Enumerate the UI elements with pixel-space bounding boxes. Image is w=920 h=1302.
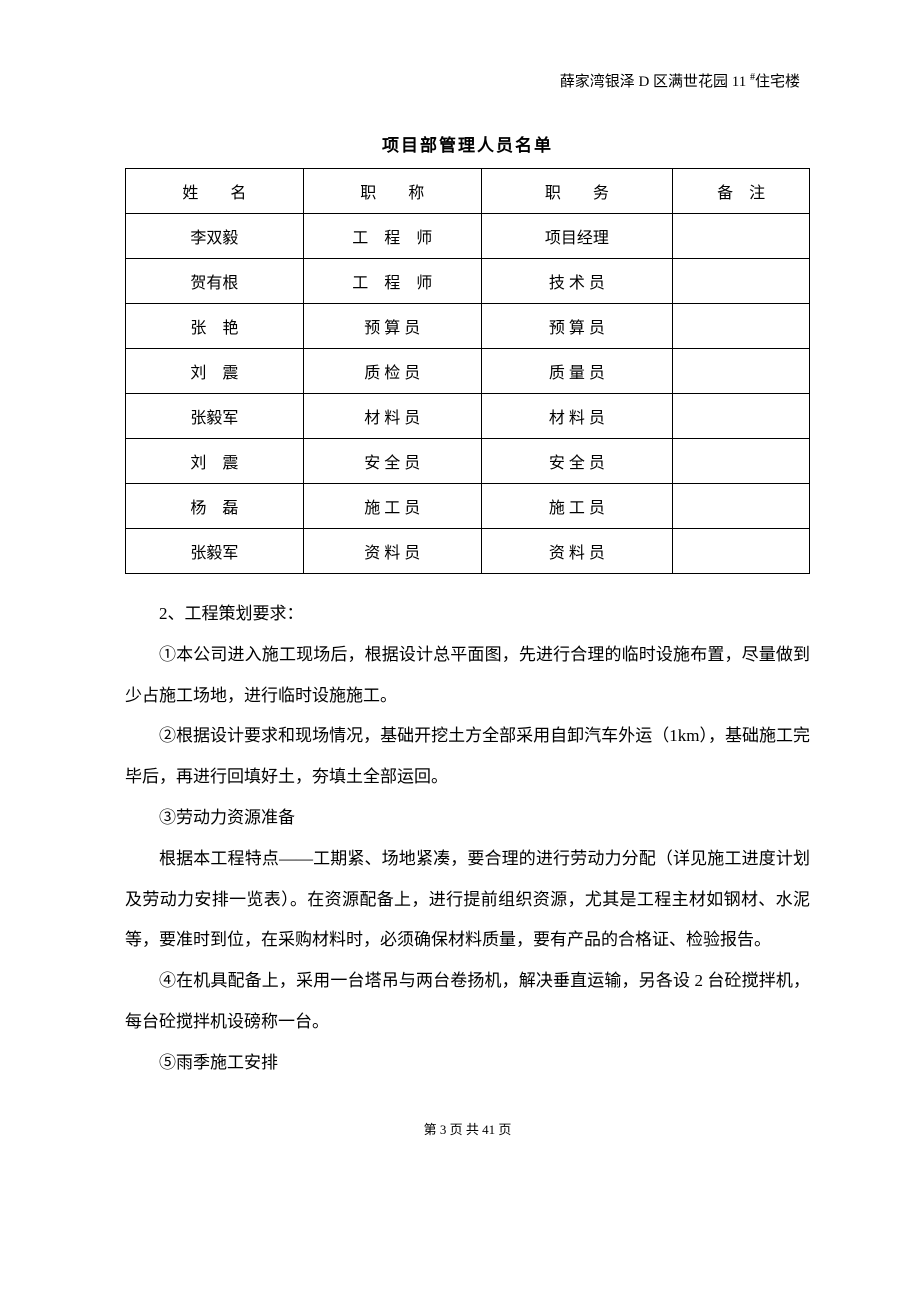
table-row: 张毅军资 料 员资 料 员 [126, 529, 810, 574]
cell-note [673, 484, 810, 529]
cell-position: 项目经理 [481, 214, 673, 259]
paragraph-2: ①本公司进入施工现场后，根据设计总平面图，先进行合理的临时设施布置，尽量做到少占… [125, 635, 810, 717]
cell-note [673, 529, 810, 574]
table-row: 张 艳预 算 员预 算 员 [126, 304, 810, 349]
cell-name: 刘 震 [126, 439, 304, 484]
cell-title: 预 算 员 [303, 304, 481, 349]
page-header: 薛家湾银泽 D 区满世花园 11 #住宅楼 [125, 70, 810, 91]
header-text-after: 住宅楼 [755, 74, 800, 90]
header-name: 姓 名 [126, 169, 304, 214]
cell-note [673, 394, 810, 439]
cell-name: 杨 磊 [126, 484, 304, 529]
cell-name: 张 艳 [126, 304, 304, 349]
cell-title: 质 检 员 [303, 349, 481, 394]
cell-position: 预 算 员 [481, 304, 673, 349]
cell-note [673, 304, 810, 349]
cell-note [673, 349, 810, 394]
cell-name: 贺有根 [126, 259, 304, 304]
cell-title: 资 料 员 [303, 529, 481, 574]
cell-title: 材 料 员 [303, 394, 481, 439]
table-header-row: 姓 名 职 称 职 务 备 注 [126, 169, 810, 214]
paragraph-7: ⑤雨季施工安排 [125, 1043, 810, 1084]
personnel-table: 姓 名 职 称 职 务 备 注 李双毅工 程 师项目经理贺有根工 程 师技 术 … [125, 168, 810, 574]
cell-note [673, 259, 810, 304]
table-row: 张毅军材 料 员材 料 员 [126, 394, 810, 439]
cell-name: 张毅军 [126, 394, 304, 439]
cell-title: 工 程 师 [303, 214, 481, 259]
table-row: 杨 磊施 工 员施 工 员 [126, 484, 810, 529]
cell-name: 刘 震 [126, 349, 304, 394]
cell-title: 施 工 员 [303, 484, 481, 529]
table-row: 刘 震质 检 员质 量 员 [126, 349, 810, 394]
table-title: 项目部管理人员名单 [125, 131, 810, 156]
header-text-before: 薛家湾银泽 D 区满世花园 11 [560, 74, 750, 90]
cell-name: 李双毅 [126, 214, 304, 259]
paragraph-6: ④在机具配备上，采用一台塔吊与两台卷扬机，解决垂直运输，另各设 2 台砼搅拌机，… [125, 961, 810, 1043]
paragraph-1: 2、工程策划要求： [125, 594, 810, 635]
header-title: 职 称 [303, 169, 481, 214]
body-content: 2、工程策划要求： ①本公司进入施工现场后，根据设计总平面图，先进行合理的临时设… [125, 594, 810, 1084]
cell-position: 材 料 员 [481, 394, 673, 439]
cell-position: 资 料 员 [481, 529, 673, 574]
table-row: 李双毅工 程 师项目经理 [126, 214, 810, 259]
table-row: 贺有根工 程 师技 术 员 [126, 259, 810, 304]
page-footer: 第 3 页 共 41 页 [125, 1119, 810, 1138]
cell-position: 技 术 员 [481, 259, 673, 304]
cell-position: 施 工 员 [481, 484, 673, 529]
cell-position: 质 量 员 [481, 349, 673, 394]
cell-title: 工 程 师 [303, 259, 481, 304]
cell-note [673, 214, 810, 259]
header-position: 职 务 [481, 169, 673, 214]
cell-title: 安 全 员 [303, 439, 481, 484]
header-note: 备 注 [673, 169, 810, 214]
paragraph-3: ②根据设计要求和现场情况，基础开挖土方全部采用自卸汽车外运（1km），基础施工完… [125, 716, 810, 798]
table-row: 刘 震安 全 员安 全 员 [126, 439, 810, 484]
cell-note [673, 439, 810, 484]
cell-position: 安 全 员 [481, 439, 673, 484]
paragraph-4: ③劳动力资源准备 [125, 798, 810, 839]
cell-name: 张毅军 [126, 529, 304, 574]
paragraph-5: 根据本工程特点——工期紧、场地紧凑，要合理的进行劳动力分配（详见施工进度计划及劳… [125, 839, 810, 961]
